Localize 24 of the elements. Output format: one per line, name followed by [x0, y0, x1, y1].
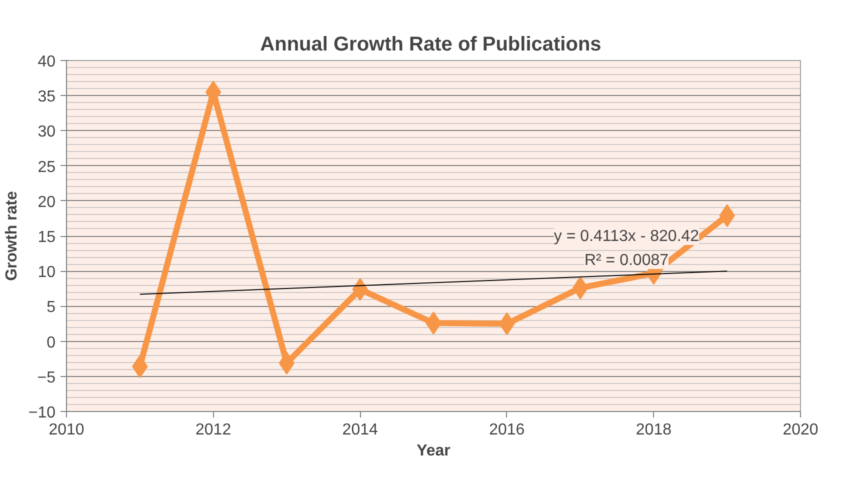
x-tick-label: 2018	[636, 422, 672, 438]
y-tick-label: 25	[38, 158, 56, 176]
annotation: y = 0.4113x - 820.42	[554, 228, 700, 245]
y-tick-label: 20	[38, 194, 56, 211]
y-tick-label: −5	[37, 369, 56, 386]
y-tick-label: 0	[46, 334, 56, 352]
y-axis-title: Growth rate	[3, 191, 20, 281]
annotation: R² = 0.0087	[584, 252, 669, 269]
point	[278, 352, 295, 375]
point	[572, 276, 588, 300]
y-tick-label: 35	[38, 88, 56, 106]
y-tick-label: 15	[38, 229, 56, 246]
y-tick-label: 5	[46, 299, 56, 316]
y-tick-label: 10	[38, 264, 56, 282]
x-tick-label: 2012	[196, 422, 232, 438]
x-tick-label: 2014	[342, 422, 378, 438]
y-tick-label: 40	[38, 54, 56, 70]
y-tick-label: 30	[38, 124, 56, 141]
chart-title: Annual Growth Rate of Publications	[260, 34, 602, 56]
x-tick-label: 2016	[489, 422, 525, 438]
x-axis-title: Year	[416, 442, 450, 460]
x-tick-label: 2020	[782, 422, 818, 438]
y-tick-label: −10	[28, 404, 56, 422]
x-tick-label: 2010	[48, 422, 84, 438]
